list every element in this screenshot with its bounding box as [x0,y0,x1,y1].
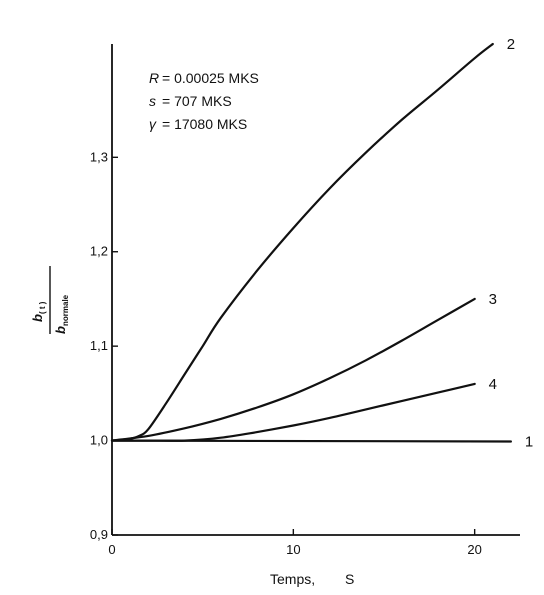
curve-2-label: 2 [507,36,515,53]
param-r-value: = 0.00025 MKS [162,70,259,86]
y-title-numerator-sub: ( t ) [38,301,47,314]
param-gamma-value: = 17080 MKS [162,116,247,132]
y-tick-label: 1,3 [90,149,108,164]
param-s-symbol: s [149,93,156,109]
param-s-value: = 707 MKS [162,93,232,109]
curve-4-label: 4 [489,376,497,393]
y-axis-title: b ( t ) b normale [30,266,70,334]
ticks: 0 10 20 0,9 1,0 1,1 1,2 1,3 [90,149,482,557]
x-tick-label: 10 [286,542,300,557]
curves [110,42,512,443]
x-tick-label: 0 [108,542,115,557]
curve-2-line [110,42,494,442]
x-tick-label: 20 [467,542,481,557]
y-tick-label: 1,1 [90,338,108,353]
curve-3-line [110,297,476,442]
y-title-denominator-sub: normale [61,294,70,326]
param-r-symbol: R [149,70,159,86]
y-tick-label: 0,9 [90,527,108,542]
curve-1-line [110,439,512,443]
x-axis-title: Temps, [270,571,315,587]
y-tick-label: 1,0 [90,433,108,448]
y-title-numerator: b [30,314,45,322]
curve-labels: 2 3 4 1 [489,36,534,451]
axes [111,44,520,536]
param-gamma-symbol: γ [149,116,157,132]
parameters-block: R = 0.00025 MKS s = 707 MKS γ = 17080 MK… [149,70,259,132]
curve-1-label: 1 [525,434,533,451]
x-axis-unit: S [345,571,354,587]
y-title-denominator: b [53,326,68,334]
y-tick-label: 1,2 [90,244,108,259]
curve-3-label: 3 [489,291,497,308]
